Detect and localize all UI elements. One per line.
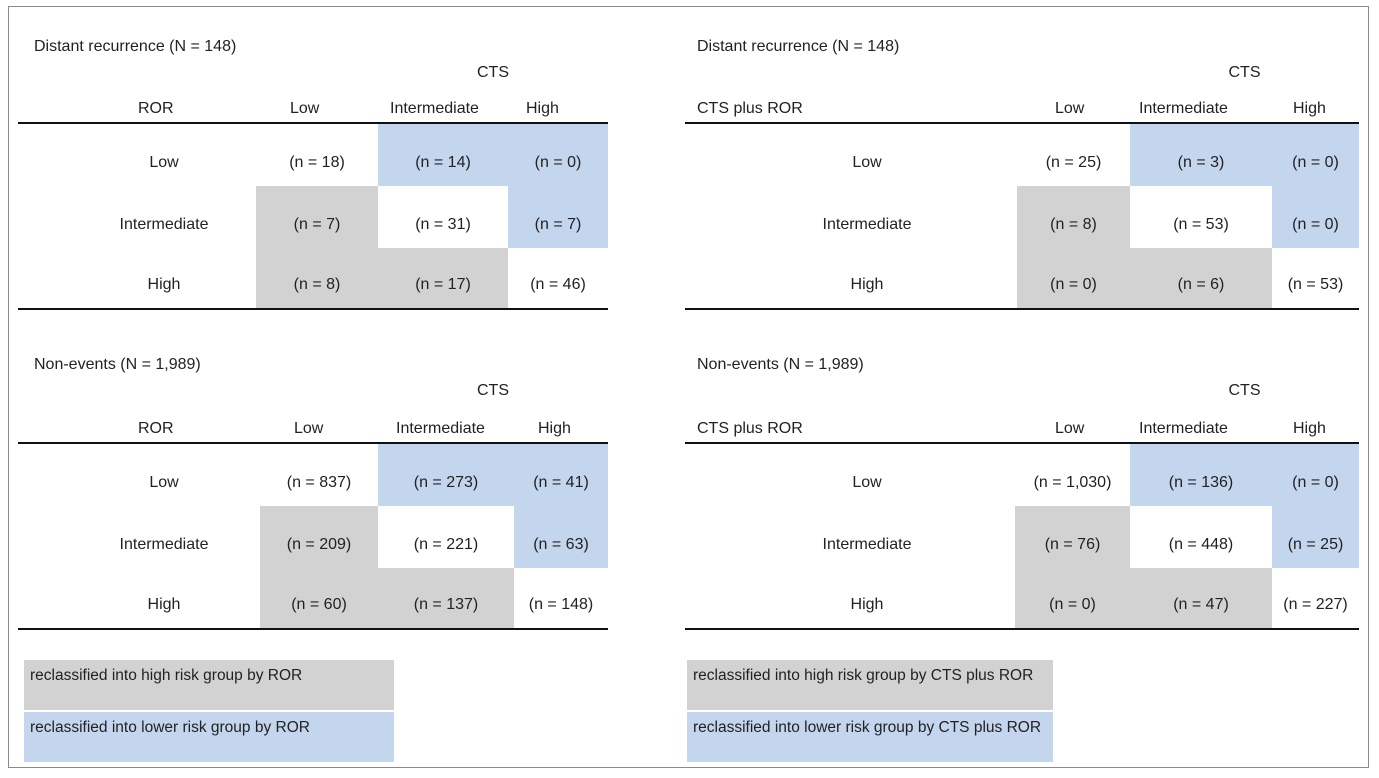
panel-title: Distant recurrence (N = 148) <box>697 38 900 55</box>
cell-high-intermediate: (n = 17) <box>378 248 508 308</box>
cell-low-low: (n = 837) <box>286 474 352 491</box>
row-label-intermediate: Intermediate <box>119 216 209 233</box>
col-header-intermediate: Intermediate <box>1139 100 1228 117</box>
row-label-low: Low <box>852 154 882 171</box>
cell-low-high: (n = 0) <box>1272 124 1359 186</box>
bottom-rule <box>685 308 1359 310</box>
cell-high-high: (n = 227) <box>1283 596 1348 613</box>
cell-low-high: (n = 0) <box>508 124 608 186</box>
row-label-low: Low <box>149 474 179 491</box>
cell-low-intermediate: (n = 14) <box>378 124 508 186</box>
table-distant-recurrence-ror: Distant recurrence (N = 148) CTS ROR Low… <box>18 38 608 310</box>
header-rule <box>685 442 1359 444</box>
cell-high-high: (n = 53) <box>1287 276 1344 293</box>
col-header-low: Low <box>294 420 324 437</box>
table-distant-recurrence-cts-plus-ror: Distant recurrence (N = 148) CTS CTS plu… <box>685 38 1359 310</box>
row-header: CTS plus ROR <box>697 100 803 117</box>
cell-low-high: (n = 41) <box>514 444 608 506</box>
table-non-events-cts-plus-ror: Non-events (N = 1,989) CTS CTS plus ROR … <box>685 356 1359 630</box>
cell-intermediate-high: (n = 7) <box>508 186 608 248</box>
cell-low-low: (n = 1,030) <box>1033 474 1112 491</box>
column-group-label: CTS <box>1228 64 1261 81</box>
col-header-low: Low <box>1055 100 1085 117</box>
row-label-intermediate: Intermediate <box>822 536 912 553</box>
cell-intermediate-high: (n = 0) <box>1272 186 1359 248</box>
legend-lower-risk-ror: reclassified into lower risk group by RO… <box>24 712 394 762</box>
row-label-high: High <box>850 276 884 293</box>
column-group-label: CTS <box>477 382 509 399</box>
cell-low-high: (n = 0) <box>1272 444 1359 506</box>
row-label-high: High <box>850 596 884 613</box>
row-label-intermediate: Intermediate <box>822 216 912 233</box>
row-label-high: High <box>147 596 181 613</box>
col-header-low: Low <box>290 100 320 117</box>
row-label-low: Low <box>149 154 179 171</box>
column-group-label: CTS <box>477 64 509 81</box>
cell-intermediate-intermediate: (n = 448) <box>1168 536 1234 553</box>
cell-intermediate-low: (n = 209) <box>260 506 378 568</box>
row-header: ROR <box>138 100 174 117</box>
cell-high-intermediate: (n = 137) <box>378 568 514 628</box>
column-group-label: CTS <box>1228 382 1261 399</box>
legend-lower-risk-cts-plus-ror: reclassified into lower risk group by CT… <box>687 712 1053 762</box>
row-label-intermediate: Intermediate <box>119 536 209 553</box>
panel-title: Non-events (N = 1,989) <box>697 356 864 373</box>
figure-frame <box>8 6 1369 768</box>
cell-low-intermediate: (n = 136) <box>1130 444 1272 506</box>
cell-high-high: (n = 148) <box>528 596 594 613</box>
cell-intermediate-high: (n = 25) <box>1272 506 1359 568</box>
cell-intermediate-intermediate: (n = 221) <box>413 536 479 553</box>
bottom-rule <box>18 628 608 630</box>
cell-low-intermediate: (n = 3) <box>1130 124 1272 186</box>
header-rule <box>18 122 608 124</box>
header-rule <box>18 442 608 444</box>
panel-title: Non-events (N = 1,989) <box>34 356 201 373</box>
col-header-low: Low <box>1055 420 1085 437</box>
legend-high-risk-ror: reclassified into high risk group by ROR <box>24 660 394 710</box>
col-header-high: High <box>526 100 559 117</box>
cell-high-high: (n = 46) <box>530 276 586 293</box>
bottom-rule <box>685 628 1359 630</box>
cell-high-intermediate: (n = 47) <box>1130 568 1272 628</box>
cell-intermediate-intermediate: (n = 53) <box>1173 216 1229 233</box>
row-header: CTS plus ROR <box>697 420 803 437</box>
panel-title: Distant recurrence (N = 148) <box>34 38 237 55</box>
col-header-high: High <box>1293 420 1326 437</box>
cell-low-intermediate: (n = 273) <box>378 444 514 506</box>
cell-intermediate-low: (n = 7) <box>256 186 378 248</box>
bottom-rule <box>18 308 608 310</box>
cell-high-low: (n = 60) <box>260 568 378 628</box>
cell-low-low: (n = 18) <box>289 154 345 171</box>
row-label-high: High <box>147 276 181 293</box>
col-header-intermediate: Intermediate <box>1139 420 1228 437</box>
cell-high-intermediate: (n = 6) <box>1130 248 1272 308</box>
table-non-events-ror: Non-events (N = 1,989) CTS ROR Low Inter… <box>18 356 608 630</box>
cell-high-low: (n = 0) <box>1017 248 1130 308</box>
col-header-high: High <box>1293 100 1326 117</box>
cell-intermediate-low: (n = 76) <box>1015 506 1130 568</box>
row-header: ROR <box>138 420 174 437</box>
cell-intermediate-low: (n = 8) <box>1017 186 1130 248</box>
row-label-low: Low <box>852 474 882 491</box>
cell-intermediate-intermediate: (n = 31) <box>415 216 471 233</box>
col-header-intermediate: Intermediate <box>396 420 485 437</box>
cell-high-low: (n = 8) <box>256 248 378 308</box>
header-rule <box>685 122 1359 124</box>
cell-high-low: (n = 0) <box>1015 568 1130 628</box>
col-header-high: High <box>538 420 571 437</box>
col-header-intermediate: Intermediate <box>390 100 479 117</box>
cell-intermediate-high: (n = 63) <box>514 506 608 568</box>
legend-high-risk-cts-plus-ror: reclassified into high risk group by CTS… <box>687 660 1053 710</box>
cell-low-low: (n = 25) <box>1045 154 1102 171</box>
